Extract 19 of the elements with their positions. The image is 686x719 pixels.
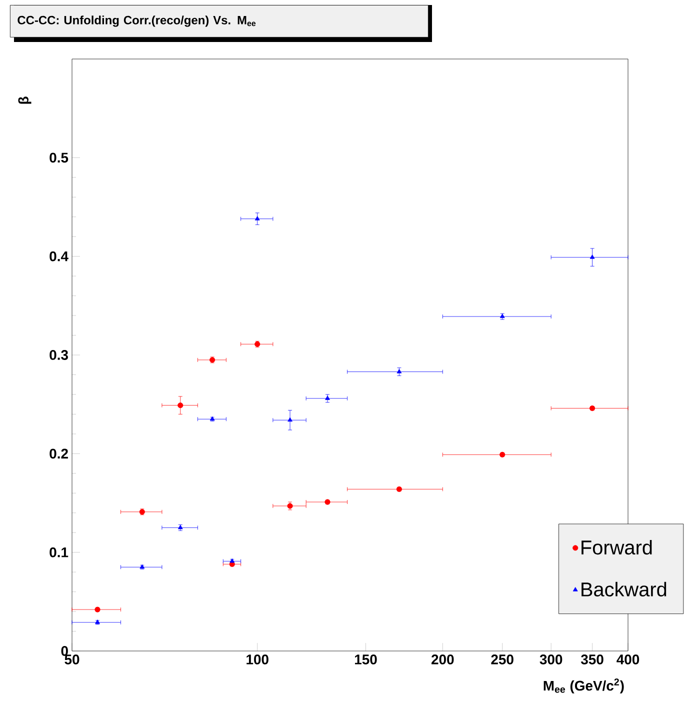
- y-tick-label: 0.5: [50, 152, 68, 163]
- y-tick-label: 0.2: [50, 448, 68, 459]
- x-tick-label: 250: [491, 654, 514, 664]
- x-tick-label: 200: [432, 654, 454, 664]
- y-tick-label: 0.4: [50, 251, 68, 262]
- legend-label: Forward: [582, 540, 652, 555]
- y-tick-label: 0: [61, 646, 68, 656]
- x-tick-label: 100: [246, 654, 268, 664]
- y-axis-title: β: [18, 96, 32, 104]
- x-tick-label: 300: [540, 654, 562, 664]
- x-axis-title: M$_{ee}$ (GeV/c$^{2}$): [544, 678, 624, 694]
- chart-title: CC-CC: Unfolding Corr.(reco/gen) Vs. M$_{ee}$: [18, 16, 256, 27]
- x-tick-label: 350: [580, 654, 604, 664]
- x-tick-label: 150: [354, 654, 377, 664]
- x-tick-label: 400: [616, 654, 640, 664]
- x-tick-label: 50: [64, 654, 80, 664]
- y-tick-label: 0.1: [50, 547, 68, 558]
- legend-label: Backward: [582, 582, 666, 596]
- y-tick-label: 0.3: [50, 350, 68, 360]
